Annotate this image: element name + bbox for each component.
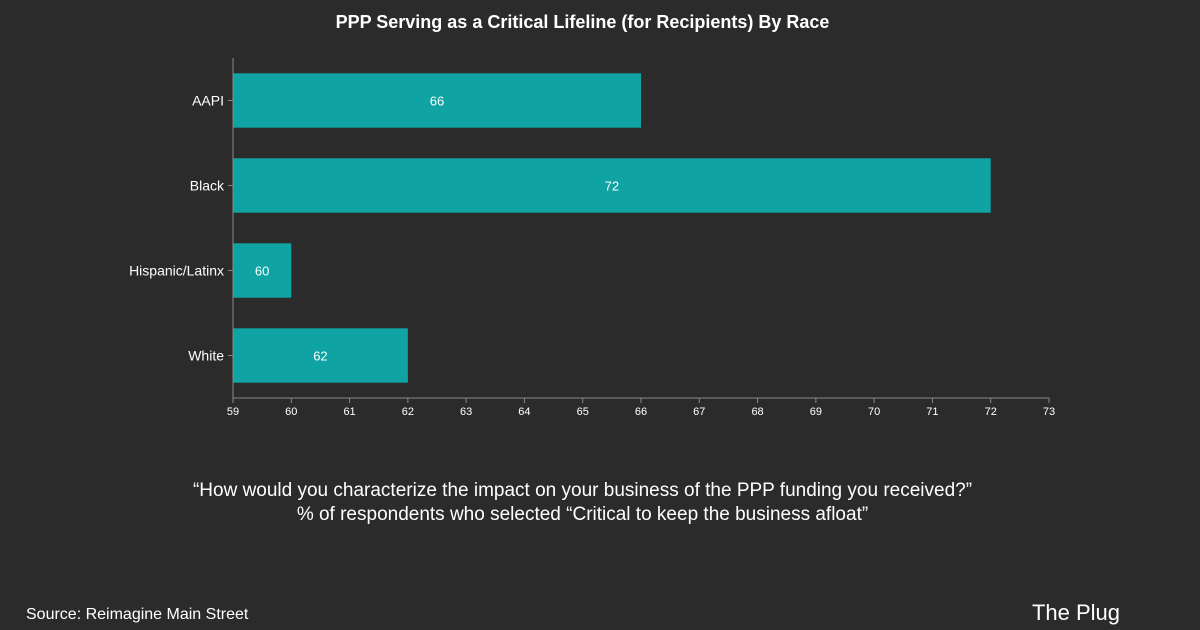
x-tick-label: 69 — [810, 406, 822, 418]
x-tick-label: 63 — [460, 406, 472, 418]
x-tick-label: 61 — [343, 406, 355, 418]
category-label: Black — [190, 178, 225, 194]
bar-black — [233, 158, 991, 213]
category-label: AAPI — [192, 93, 224, 109]
brand-logo: The Plug — [1031, 600, 1120, 625]
bar-chart: 59 60 61 62 63 64 65 66 67 68 69 70 71 72 73 AAPI 66 Blac… — [129, 58, 1055, 418]
x-tick-label: 73 — [1043, 406, 1055, 418]
x-tick-label: 59 — [227, 406, 239, 418]
source-note: Source: Reimagine Main Street — [26, 606, 249, 623]
bars-layer — [233, 73, 991, 383]
x-tick-label: 66 — [635, 406, 647, 418]
bar-white — [233, 328, 408, 383]
x-tick-label: 60 — [285, 406, 297, 418]
data-label: 66 — [430, 94, 444, 109]
data-label: 72 — [605, 179, 619, 194]
x-tick-label: 65 — [577, 406, 589, 418]
x-tick-label: 70 — [868, 406, 880, 418]
bar-aapi — [233, 73, 641, 128]
x-tick-label: 67 — [693, 406, 705, 418]
category-label: Hispanic/Latinx — [129, 263, 224, 279]
x-tick-label: 68 — [751, 406, 763, 418]
x-tick-label: 72 — [985, 406, 997, 418]
category-label: White — [188, 348, 224, 364]
survey-subcaption: % of respondents who selected “Critical … — [296, 504, 869, 525]
bar-hispanic-latinx — [233, 243, 292, 298]
chart-title: PPP Serving as a Critical Lifeline (for … — [335, 12, 830, 32]
axes-layer: 59 60 61 62 63 64 65 66 67 68 69 70 71 72 73 AAPI 66 Blac… — [129, 58, 1055, 418]
x-tick-label: 71 — [926, 406, 938, 418]
data-label: 60 — [255, 264, 269, 279]
x-tick-label: 62 — [402, 406, 414, 418]
x-tick-label: 64 — [518, 406, 530, 418]
data-label: 62 — [313, 349, 327, 364]
survey-question: “How would you characterize the impact o… — [192, 480, 973, 501]
